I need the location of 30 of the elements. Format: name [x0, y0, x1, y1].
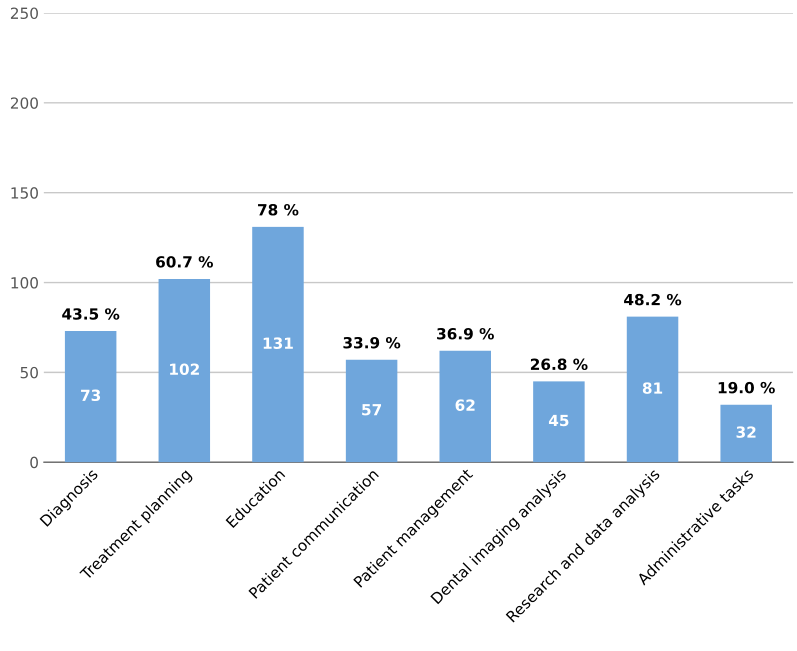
annotation: 36.9 %	[437, 328, 494, 340]
bar	[158, 278, 210, 462]
annotation: 48.2 %	[624, 294, 682, 306]
annotation: 43.5 %	[62, 308, 120, 320]
data-label: 81	[642, 382, 662, 394]
data-label: 57	[362, 404, 382, 416]
data-label: 73	[81, 390, 100, 402]
bar	[346, 360, 398, 462]
annotation: 26.8 %	[530, 358, 588, 370]
y-tick-label: 50	[20, 366, 38, 378]
bar	[64, 331, 116, 462]
annotation: 78 %	[258, 204, 298, 216]
data-label: 62	[456, 399, 475, 411]
data-label: 45	[548, 414, 568, 426]
bar	[720, 404, 772, 462]
data-label: 131	[264, 337, 293, 349]
y-tick-label: 250	[10, 7, 38, 20]
bar	[626, 316, 678, 462]
bar	[252, 226, 304, 462]
y-tick-label: 100	[11, 277, 38, 289]
y-tick-label: 200	[10, 97, 38, 109]
y-tick-label: 150	[11, 187, 38, 199]
annotation: 33.9 %	[343, 336, 400, 348]
data-label: 32	[736, 426, 756, 438]
bar	[439, 350, 491, 462]
annotation: 60.7 %	[156, 256, 213, 268]
bar	[533, 381, 585, 462]
y-tick-label: 0	[30, 456, 38, 468]
data-label: 102	[170, 363, 199, 376]
annotation: 19.0 %	[718, 382, 775, 394]
